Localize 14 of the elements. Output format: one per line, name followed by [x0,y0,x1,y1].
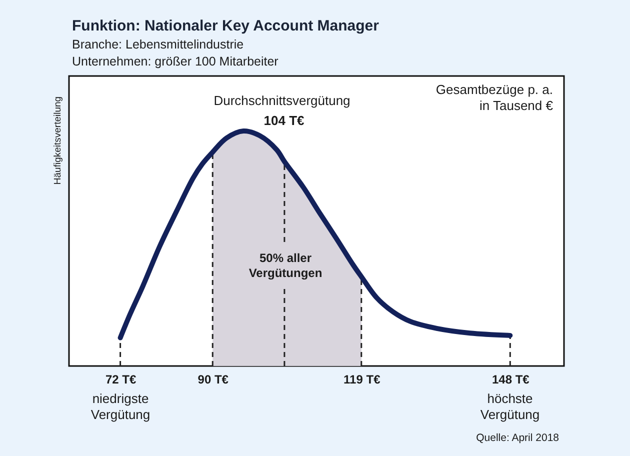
text: Gesamtbezüge p. a. in Tausend € [436,82,554,113]
text: höchste Vergütung [480,391,540,422]
chart-title: Funktion: Nationaler Key Account Manager [72,18,380,34]
x-tick-label: 72 T€ [105,372,136,386]
y-axis-title: Häufigkeitsverteilung [52,96,64,185]
x-tick-label: 148 T€ [492,372,530,386]
annotation: 50% aller Vergütungen [248,251,322,280]
source-note: Quelle: April 2018 [476,432,560,444]
text: niedrigste Vergütung [90,391,150,422]
text: 104 T€ [264,113,304,128]
chart-subtitle: Branche: Lebensmittelindustrie Unternehmen: größer 100 Mitarbeiter [72,38,278,68]
text: Durchschnittsvergütung [214,93,350,108]
x-tick-label: 90 T€ [198,372,229,386]
x-tick-label: 119 T€ [344,372,381,386]
